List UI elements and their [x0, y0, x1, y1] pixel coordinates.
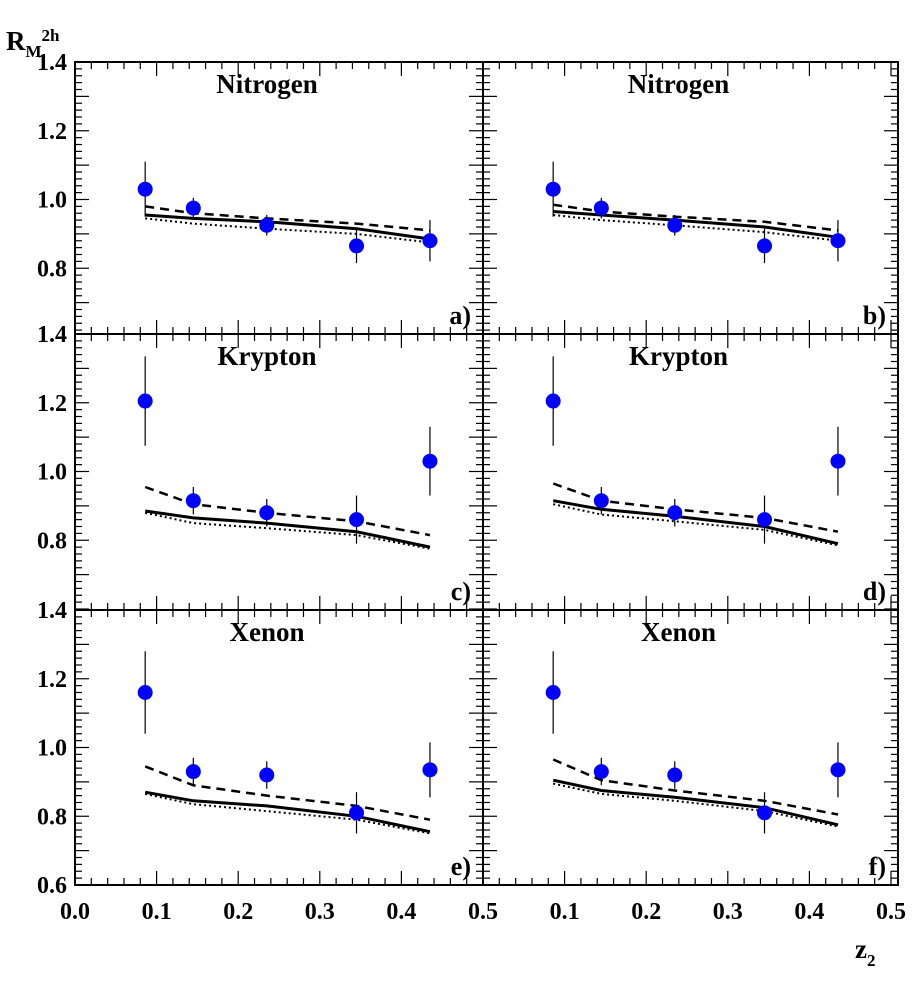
x-tick-label: 0.1: [142, 899, 172, 925]
data-point: [349, 238, 365, 254]
data-point: [137, 685, 153, 700]
curve-dashed: [144, 765, 431, 821]
y-tick-label: 0.8: [37, 528, 67, 554]
curve-solid: [144, 509, 431, 549]
panel-title: Nitrogen: [628, 69, 730, 99]
y-axis-title: RM2h: [6, 26, 60, 61]
x-tick-label: 0.2: [631, 899, 661, 925]
panel-c: Krypton c): [137, 341, 471, 606]
panel-plot-area: [545, 651, 846, 834]
data-point: [830, 453, 846, 469]
data-point: [349, 512, 365, 528]
curve-dashed: [144, 485, 431, 537]
x-tick-label: 0.4: [794, 899, 824, 925]
x-tick-label: 0.5: [876, 899, 906, 925]
panel-plot-area: [137, 651, 438, 835]
x-tick-label: 0.5: [468, 899, 498, 925]
data-point: [830, 233, 846, 249]
panel-d: Krypton d): [545, 341, 886, 606]
y-tick-label: 1.4: [37, 50, 67, 76]
panel-plot-area: [545, 356, 846, 547]
panel-title: Nitrogen: [216, 69, 318, 99]
x-axis-title: z2: [855, 934, 875, 970]
data-point: [757, 512, 773, 528]
data-point: [757, 805, 773, 821]
data-point: [259, 217, 275, 233]
data-point: [422, 233, 438, 249]
panel-tag: c): [451, 577, 471, 606]
data-point: [545, 685, 561, 700]
data-point: [545, 181, 561, 197]
axes-layer: 0.8 1.0 1.2 1.4 0.8 1.0 1.2 1.4 0.6 0.8 1.0 1.2 1.4 0…: [37, 50, 906, 925]
y-tick-label: 1.2: [37, 391, 67, 417]
data-point: [757, 238, 773, 254]
y-tick-label: 0.6: [37, 873, 67, 899]
panel-title: Krypton: [217, 341, 316, 371]
data-point: [830, 762, 846, 778]
curve-solid: [144, 790, 431, 834]
panel-tag: a): [449, 301, 471, 330]
panel-e: Xenon e): [137, 617, 471, 881]
y-tick-label: 1.2: [37, 119, 67, 145]
x-tick-label: 0.3: [305, 899, 335, 925]
panel-title: Xenon: [229, 617, 304, 647]
panel-tag: f): [869, 852, 886, 881]
data-point: [593, 200, 609, 216]
data-point: [593, 493, 609, 509]
y-tick-label: 1.4: [37, 322, 67, 348]
panels-layer: Nitrogen a) Nitrogen b) Krypton c) Krypton d) Xe…: [137, 69, 886, 881]
y-tick-label: 0.8: [37, 256, 67, 282]
data-point: [349, 805, 365, 821]
data-point: [137, 393, 153, 409]
panel-tag: b): [863, 301, 886, 330]
curve-solid: [552, 778, 839, 827]
y-tick-label: 1.4: [37, 598, 67, 624]
data-point: [185, 493, 201, 509]
data-point: [667, 767, 683, 783]
panel-plot-area: [137, 161, 438, 264]
data-point: [667, 217, 683, 233]
x-tick-label: 0.3: [713, 899, 743, 925]
panel-b: Nitrogen b): [545, 69, 886, 330]
data-point: [545, 393, 561, 409]
data-point: [185, 764, 201, 780]
panel-f: Xenon f): [545, 617, 886, 881]
data-point: [185, 200, 201, 216]
y-tick-label: 0.8: [37, 804, 67, 830]
x-tick-label: 0.1: [550, 899, 580, 925]
x-tick-label: 0.0: [60, 899, 90, 925]
data-point: [259, 505, 275, 521]
data-point: [137, 181, 153, 197]
data-point: [667, 505, 683, 521]
panel-plot-area: [545, 161, 846, 264]
data-point: [593, 764, 609, 780]
panel-plot-area: [137, 356, 438, 550]
panel-title: Krypton: [629, 341, 728, 371]
panel-a: Nitrogen a): [137, 69, 471, 330]
x-tick-label: 0.2: [223, 899, 253, 925]
curve-dashed: [552, 758, 839, 816]
curve-solid: [552, 499, 839, 546]
y-tick-label: 1.0: [37, 736, 67, 762]
y-tick-label: 1.2: [37, 667, 67, 693]
panel-tag: e): [451, 852, 471, 881]
data-point: [259, 767, 275, 783]
data-point: [422, 453, 438, 469]
x-tick-label: 0.4: [386, 899, 416, 925]
y-tick-label: 1.0: [37, 460, 67, 486]
curve-dotted: [145, 217, 431, 244]
y-tick-label: 1.0: [37, 188, 67, 214]
curve-dotted: [553, 214, 839, 242]
data-point: [422, 762, 438, 778]
panel-title: Xenon: [641, 617, 716, 647]
panel-tag: d): [863, 577, 886, 606]
